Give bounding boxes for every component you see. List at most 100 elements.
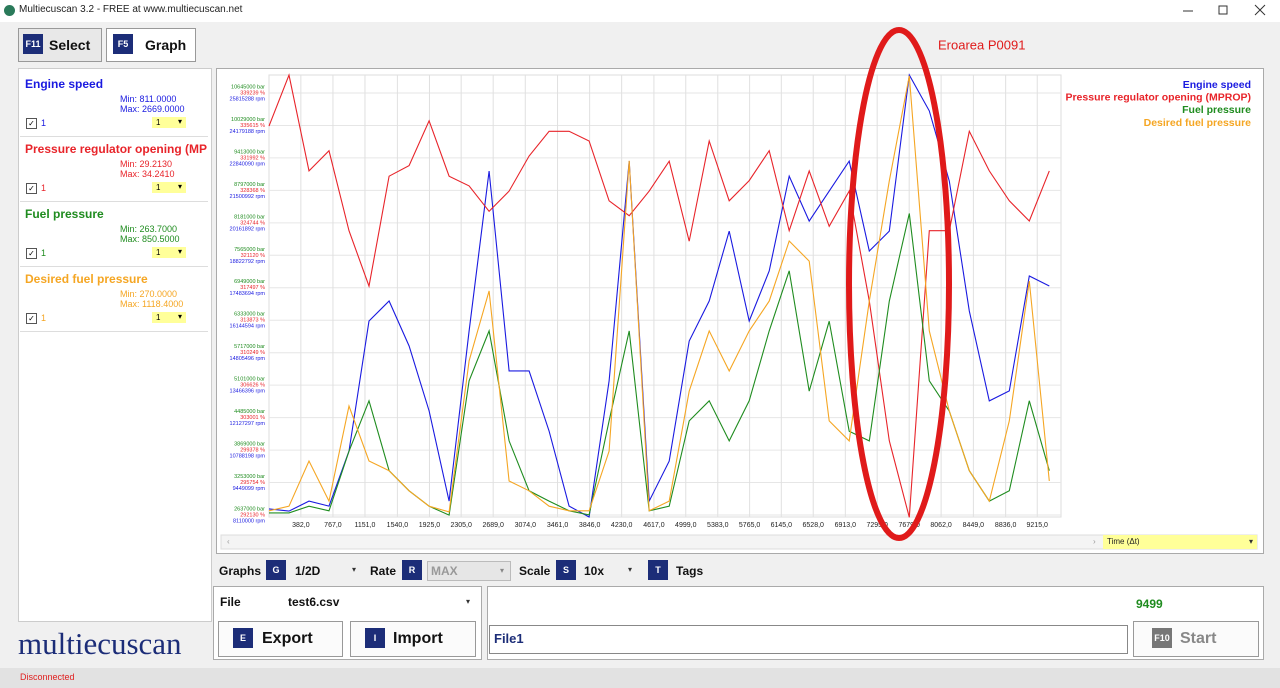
y-tick-label: 10788198 rpm <box>230 454 266 460</box>
x-tick-label: 8836,0 <box>995 522 1017 529</box>
dropdown-value: 1 <box>156 183 161 192</box>
y-tick-label: 24179188 rpm <box>230 129 266 135</box>
import-button[interactable]: I Import <box>350 621 476 657</box>
x-tick-label: 2689,0 <box>482 522 504 529</box>
x-tick-label: 7679,0 <box>898 522 920 529</box>
scroll-arrow: › <box>1093 537 1096 546</box>
run-panel: 9499 File1 F10 Start <box>487 586 1264 660</box>
key: T <box>648 560 668 580</box>
window-controls[interactable] <box>1170 0 1280 22</box>
y-tick-label: 8181000 bar <box>234 214 265 220</box>
signal-name: Engine speed <box>25 77 104 91</box>
dropdown[interactable]: 1 ▾ <box>152 312 186 323</box>
y-tick-label: 10645000 bar <box>231 84 265 90</box>
tab-select[interactable]: F11 Select <box>18 28 102 62</box>
x-tick-label: 8449,0 <box>963 522 985 529</box>
x-tick-label: 4230,0 <box>611 522 633 529</box>
checkbox[interactable]: ✓ <box>26 183 37 194</box>
log-name: File1 <box>494 631 524 646</box>
sidebar: Engine speed Min: 811.0000 Max: 2669.0000 ✓… <box>18 68 212 622</box>
dropdown-value: 1 <box>156 118 161 127</box>
y-tick-label: 8110000 rpm <box>233 518 265 524</box>
x-tick-label: 3846,0 <box>579 522 601 529</box>
dropdown-arrow[interactable]: ▾ <box>628 565 633 574</box>
y-tick-label: 17483694 rpm <box>230 291 266 297</box>
y-tick-label: 3869000 bar <box>234 442 265 448</box>
counter: 9499 <box>1136 597 1163 611</box>
status-bar: Disconnected <box>0 668 1280 688</box>
key: I <box>365 628 385 648</box>
chart-panel: 10645000 bar 339239 % 25815288 rpm 10029000… <box>216 68 1264 554</box>
tab-graph[interactable]: F5 Graph <box>106 28 196 62</box>
legend-entry: Fuel pressure <box>1182 104 1251 116</box>
y-tick-label: 310249 % <box>240 350 265 356</box>
y-tick-label: 317497 % <box>240 285 265 291</box>
dropdown[interactable]: 1 ▾ <box>152 117 186 128</box>
x-tick-label: 5383,0 <box>707 522 729 529</box>
checkbox[interactable]: ✓ <box>26 313 37 324</box>
y-tick-label: 313873 % <box>240 318 265 324</box>
y-tick-label: 299378 % <box>240 448 265 454</box>
scale-value[interactable]: 10x <box>584 564 605 578</box>
file-name[interactable]: test6.csv <box>288 595 340 609</box>
dropdown[interactable]: 1 ▾ <box>152 247 186 258</box>
x-axis-label: Time (Δt) <box>1107 537 1140 546</box>
rate-value: MAX <box>431 564 458 578</box>
x-tick-label: 1540,0 <box>387 522 409 529</box>
y-tick-label: 13466396 rpm <box>230 389 266 395</box>
graphs-value[interactable]: 1/2D <box>295 564 321 578</box>
y-tick-label: 6949000 bar <box>234 279 265 285</box>
x-tick-label: 2305,0 <box>450 522 472 529</box>
checkbox[interactable]: ✓ <box>26 248 37 259</box>
x-tick-label: 8062,0 <box>930 522 952 529</box>
dropdown[interactable]: 1 ▾ <box>152 182 186 193</box>
maximize[interactable] <box>1218 5 1228 15</box>
file-panel: File test6.csv ▾ E Export I Import <box>213 586 482 660</box>
tab-key: F11 <box>23 34 43 54</box>
rate-dropdown[interactable]: MAX ▾ <box>427 561 511 581</box>
dropdown-arrow[interactable]: ▾ <box>466 597 471 606</box>
signal-min: Min: 29.2130 <box>120 159 173 169</box>
y-tick-label: 10029000 bar <box>231 117 265 123</box>
tab-label: Select <box>49 37 91 53</box>
y-tick-label: 9449099 rpm <box>233 486 266 492</box>
x-tick-label: 1151,0 <box>355 522 376 529</box>
export-button[interactable]: E Export <box>218 621 343 657</box>
y-tick-label: 22840090 rpm <box>230 161 266 167</box>
x-tick-label: 767,0 <box>324 522 342 529</box>
log-name-field[interactable]: File1 <box>489 625 1128 654</box>
y-tick-label: 339239 % <box>240 90 265 96</box>
y-tick-label: 12127297 rpm <box>230 421 266 427</box>
signal-item: Pressure regulator opening (MPROP) Min: 2… <box>20 137 208 202</box>
checkbox[interactable]: ✓ <box>26 118 37 129</box>
scroll-arrow: ‹ <box>227 537 230 546</box>
x-tick-label: 4999,0 <box>675 522 697 529</box>
y-tick-label: 25815288 rpm <box>230 96 266 102</box>
close[interactable] <box>1254 4 1266 16</box>
plot-area <box>268 74 1062 518</box>
dropdown-arrow: ▾ <box>1249 537 1253 546</box>
app-icon <box>4 5 15 16</box>
x-tick-label: 7295,0 <box>866 522 888 529</box>
x-tick-label: 3074,0 <box>515 522 537 529</box>
signal-item: Desired fuel pressure Min: 270.0000 Max: 1… <box>20 267 208 332</box>
y-tick-label: 5101000 bar <box>234 377 265 383</box>
x-tick-label: 6913,0 <box>835 522 857 529</box>
start-button[interactable]: F10 Start <box>1133 621 1259 657</box>
legend-entry: Engine speed <box>1183 79 1251 91</box>
status-text: Disconnected <box>20 672 75 682</box>
y-tick-label: 7565000 bar <box>234 247 265 253</box>
signal-item: Engine speed Min: 811.0000 Max: 2669.0000 ✓… <box>20 72 208 137</box>
dropdown-arrow[interactable]: ▾ <box>352 565 357 574</box>
y-tick-label: 6333000 bar <box>234 312 265 318</box>
x-tick-label: 6528,0 <box>803 522 825 529</box>
file-label: File <box>220 595 241 609</box>
tags-label[interactable]: Tags <box>676 564 704 578</box>
y-tick-label: 2637000 bar <box>234 506 265 512</box>
x-axis-dropdown[interactable] <box>1103 535 1257 549</box>
dropdown-value: 1 <box>156 313 161 322</box>
graphs-label: Graphs <box>219 564 262 578</box>
x-tick-label: 382,0 <box>292 522 310 529</box>
x-tick-label: 6145,0 <box>771 522 793 529</box>
